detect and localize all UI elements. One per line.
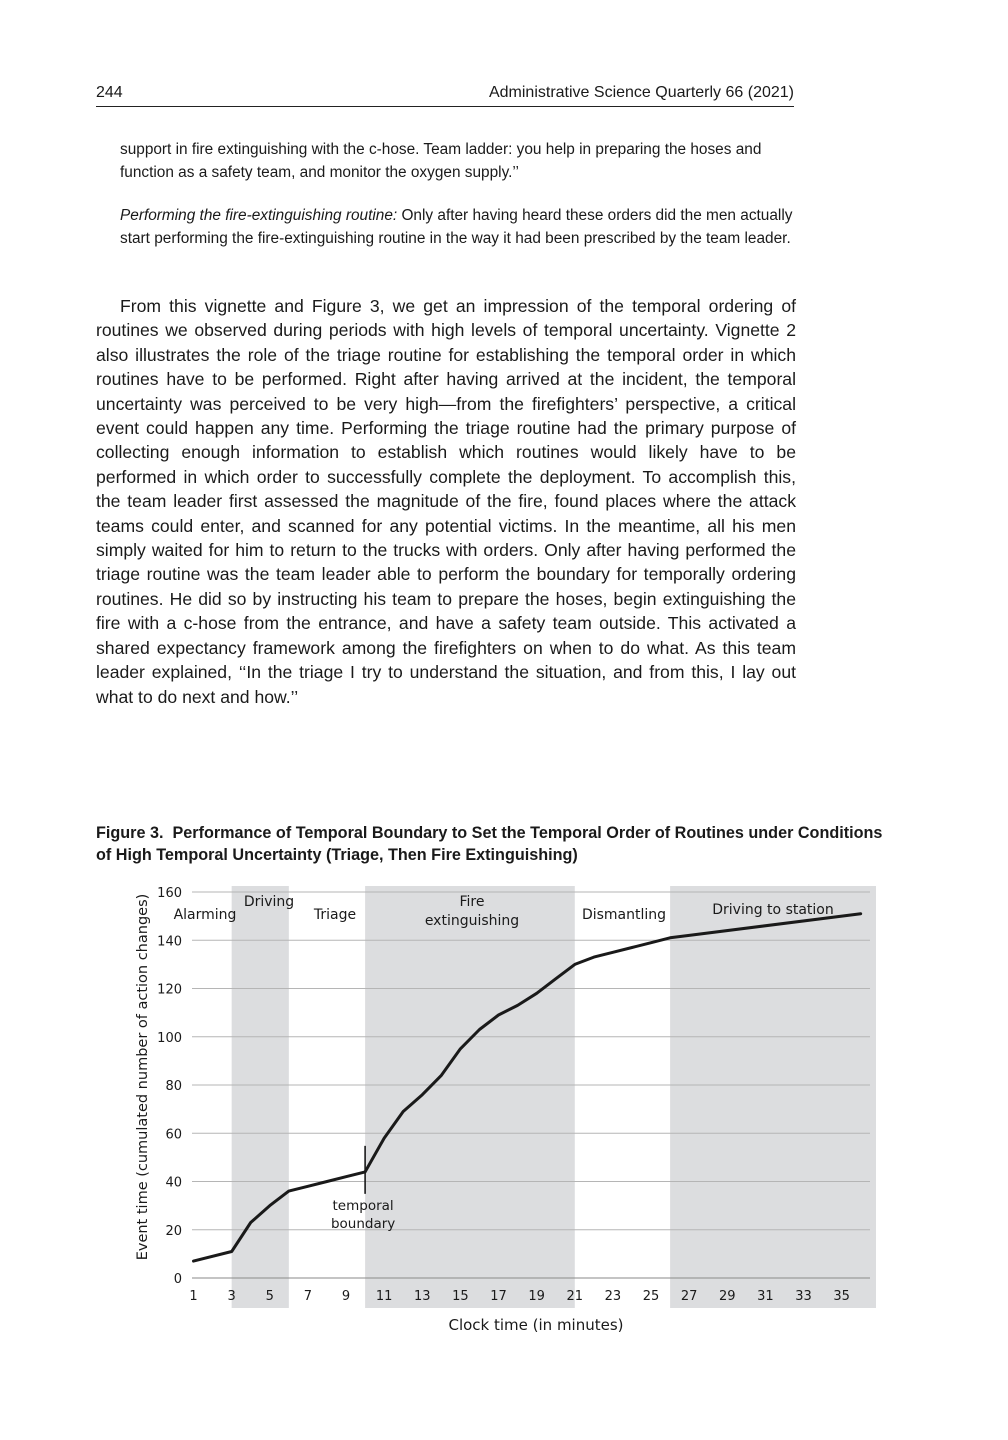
page-number: 244 [96, 84, 123, 101]
x-tick-3: 3 [228, 1289, 236, 1304]
vignette-step: Performing the fire-extinguishing routin… [120, 205, 794, 250]
y-axis-label: Event time (cumulated number of action c… [135, 894, 151, 1261]
y-tick-100: 100 [157, 1031, 182, 1046]
x-tick-35: 35 [833, 1289, 850, 1304]
phase-label-2: Triage [313, 907, 356, 923]
phase-label-1: Driving [244, 894, 294, 910]
phase-label-3: Fire extinguishing [425, 894, 519, 929]
vignette-quote: support in fire extinguishing with the c… [120, 141, 762, 181]
y-tick-60: 60 [165, 1127, 182, 1142]
x-tick-15: 15 [452, 1289, 469, 1304]
x-tick-25: 25 [643, 1289, 660, 1304]
y-tick-140: 140 [157, 934, 182, 949]
figure-caption-text: Performance of Temporal Boundary to Set … [96, 824, 883, 864]
phase-band-3 [365, 886, 575, 1308]
vignette-step-text: Only after having heard these orders did… [120, 207, 793, 247]
y-tick-80: 80 [165, 1079, 182, 1094]
phase-label-4: Dismantling [582, 907, 666, 923]
x-tick-19: 19 [528, 1289, 545, 1304]
x-tick-23: 23 [605, 1289, 622, 1304]
x-tick-9: 9 [342, 1289, 350, 1304]
temporal-boundary-label: temporal boundary [331, 1198, 395, 1232]
x-tick-33: 33 [795, 1289, 812, 1304]
x-tick-7: 7 [304, 1289, 312, 1304]
x-tick-5: 5 [266, 1289, 274, 1304]
y-tick-40: 40 [165, 1176, 182, 1191]
x-tick-labels: 1 3 5 7 9 11 13 15 17 19 21 23 25 27 29 31 33 35 [189, 1289, 850, 1304]
grid-lines [192, 891, 870, 1279]
x-tick-31: 31 [757, 1289, 774, 1304]
y-tick-120: 120 [157, 983, 182, 998]
x-tick-1: 1 [189, 1289, 197, 1304]
running-header: 244 Administrative Science Quarterly 66 … [96, 82, 794, 107]
y-tick-0: 0 [174, 1272, 182, 1287]
y-tick-160: 160 [157, 886, 182, 901]
series-line [192, 912, 863, 1263]
phase-label-0: Alarming [174, 907, 237, 923]
phase-band-1 [231, 886, 289, 1308]
phase-labels: Alarming Driving Triage Fire extinguishing Di… [174, 894, 834, 929]
phase-label-5: Driving to station [712, 902, 834, 918]
x-tick-21: 21 [567, 1289, 584, 1304]
x-tick-11: 11 [376, 1289, 393, 1304]
x-tick-29: 29 [719, 1289, 736, 1304]
x-tick-27: 27 [681, 1289, 698, 1304]
body-paragraph: From this vignette and Figure 3, we get … [96, 296, 796, 707]
y-tick-labels: 0 20 40 60 80 100 120 140 160 [157, 886, 182, 1287]
figure-label: Figure 3. [96, 824, 164, 842]
journal-title: Administrative Science Quarterly 66 (202… [488, 84, 794, 101]
figure-caption: Figure 3. Performance of Temporal Bounda… [96, 822, 886, 866]
phase-bands [231, 886, 876, 1308]
vignette-step-lead: Performing the fire-extinguishing routin… [120, 207, 398, 224]
x-axis-label: Clock time (in minutes) [448, 1316, 623, 1334]
y-tick-20: 20 [165, 1224, 182, 1239]
x-tick-17: 17 [490, 1289, 507, 1304]
phase-band-5 [670, 886, 876, 1308]
x-tick-13: 13 [414, 1289, 431, 1304]
